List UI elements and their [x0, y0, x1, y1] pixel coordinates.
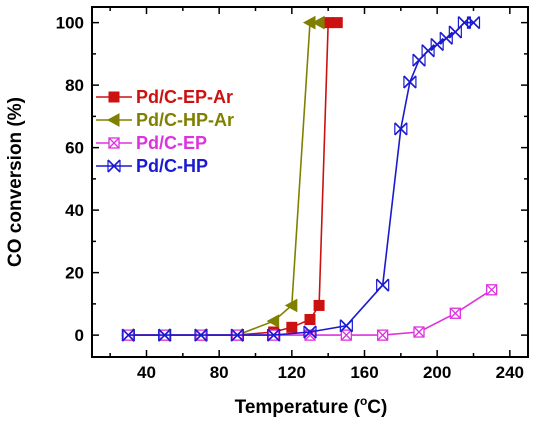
series-line [128, 21, 320, 336]
legend-entry: Pd/C-EP [96, 133, 207, 153]
x-axis-title-unit: C) [367, 397, 387, 418]
data-point [266, 314, 280, 328]
data-point [322, 17, 334, 29]
y-axis-title: CO conversion (%) [5, 97, 26, 267]
data-point [486, 284, 498, 296]
x-axis-title-degree: o [360, 394, 367, 408]
series-pd-c-ep-ar [122, 17, 343, 341]
data-point [121, 328, 135, 342]
x-tick-label: 80 [210, 363, 229, 382]
x-axis-title: Temperature (oC) [235, 394, 388, 418]
x-tick-label: 160 [350, 363, 378, 382]
data-point [413, 326, 425, 338]
data-point [286, 321, 298, 333]
data-point [339, 319, 353, 333]
data-point [394, 122, 408, 136]
plot-frame [91, 6, 529, 358]
y-tick-label: 20 [65, 264, 84, 283]
data-point [230, 328, 244, 342]
data-point [304, 314, 316, 325]
y-tick-label: 0 [75, 326, 84, 345]
series-line [128, 21, 474, 336]
data-point [376, 278, 390, 292]
series-pd-c-hp [121, 16, 481, 342]
data-point [158, 328, 172, 342]
legend-label: Pd/C-EP-Ar [136, 87, 233, 107]
data-point [331, 17, 343, 29]
legend-marker [106, 113, 120, 127]
data-point [303, 325, 317, 339]
data-point [403, 75, 417, 89]
x-tick-label: 120 [278, 363, 306, 382]
series-line [128, 21, 338, 336]
legend-marker [108, 137, 120, 149]
x-axis-title-main: Temperature ( [235, 397, 361, 418]
y-tick-label: 40 [65, 201, 84, 220]
legend-entry: Pd/C-EP-Ar [96, 87, 233, 107]
x-tick-label: 240 [496, 363, 524, 382]
legend-marker [107, 159, 121, 173]
data-point [421, 44, 435, 58]
data-point [313, 299, 325, 311]
data-point [449, 307, 461, 319]
legend-entry: Pd/C-HP-Ar [96, 110, 234, 130]
legend-marker [108, 91, 120, 103]
data-point [194, 328, 208, 342]
y-tick-label: 100 [56, 14, 84, 33]
data-point [340, 329, 352, 341]
plot-area [91, 6, 529, 358]
data-point [284, 298, 298, 313]
legend-label: Pd/C-HP-Ar [136, 110, 234, 130]
legend-label: Pd/C-HP [136, 156, 208, 176]
legend: Pd/C-EP-Ar Pd/C-HP-Ar Pd/C-EP Pd/C-HP [96, 87, 234, 176]
data-point [377, 329, 389, 341]
y-tick-label: 60 [65, 139, 84, 158]
x-tick-label: 200 [423, 363, 451, 382]
data-point [439, 31, 453, 45]
data-point [267, 328, 281, 342]
series-pd-c-hp-ar [121, 15, 325, 342]
y-tick-label: 80 [65, 76, 84, 95]
data-point [430, 37, 444, 52]
series-line [128, 289, 493, 336]
legend-label: Pd/C-EP [136, 133, 207, 153]
x-tick-label: 40 [137, 363, 156, 382]
axes: 40 80 120 160 200 240 0 20 40 60 80 100 [56, 7, 528, 382]
data-point [312, 15, 325, 30]
legend-entry: Pd/C-HP [96, 156, 208, 176]
data-point [466, 16, 481, 30]
series-group [121, 15, 498, 342]
